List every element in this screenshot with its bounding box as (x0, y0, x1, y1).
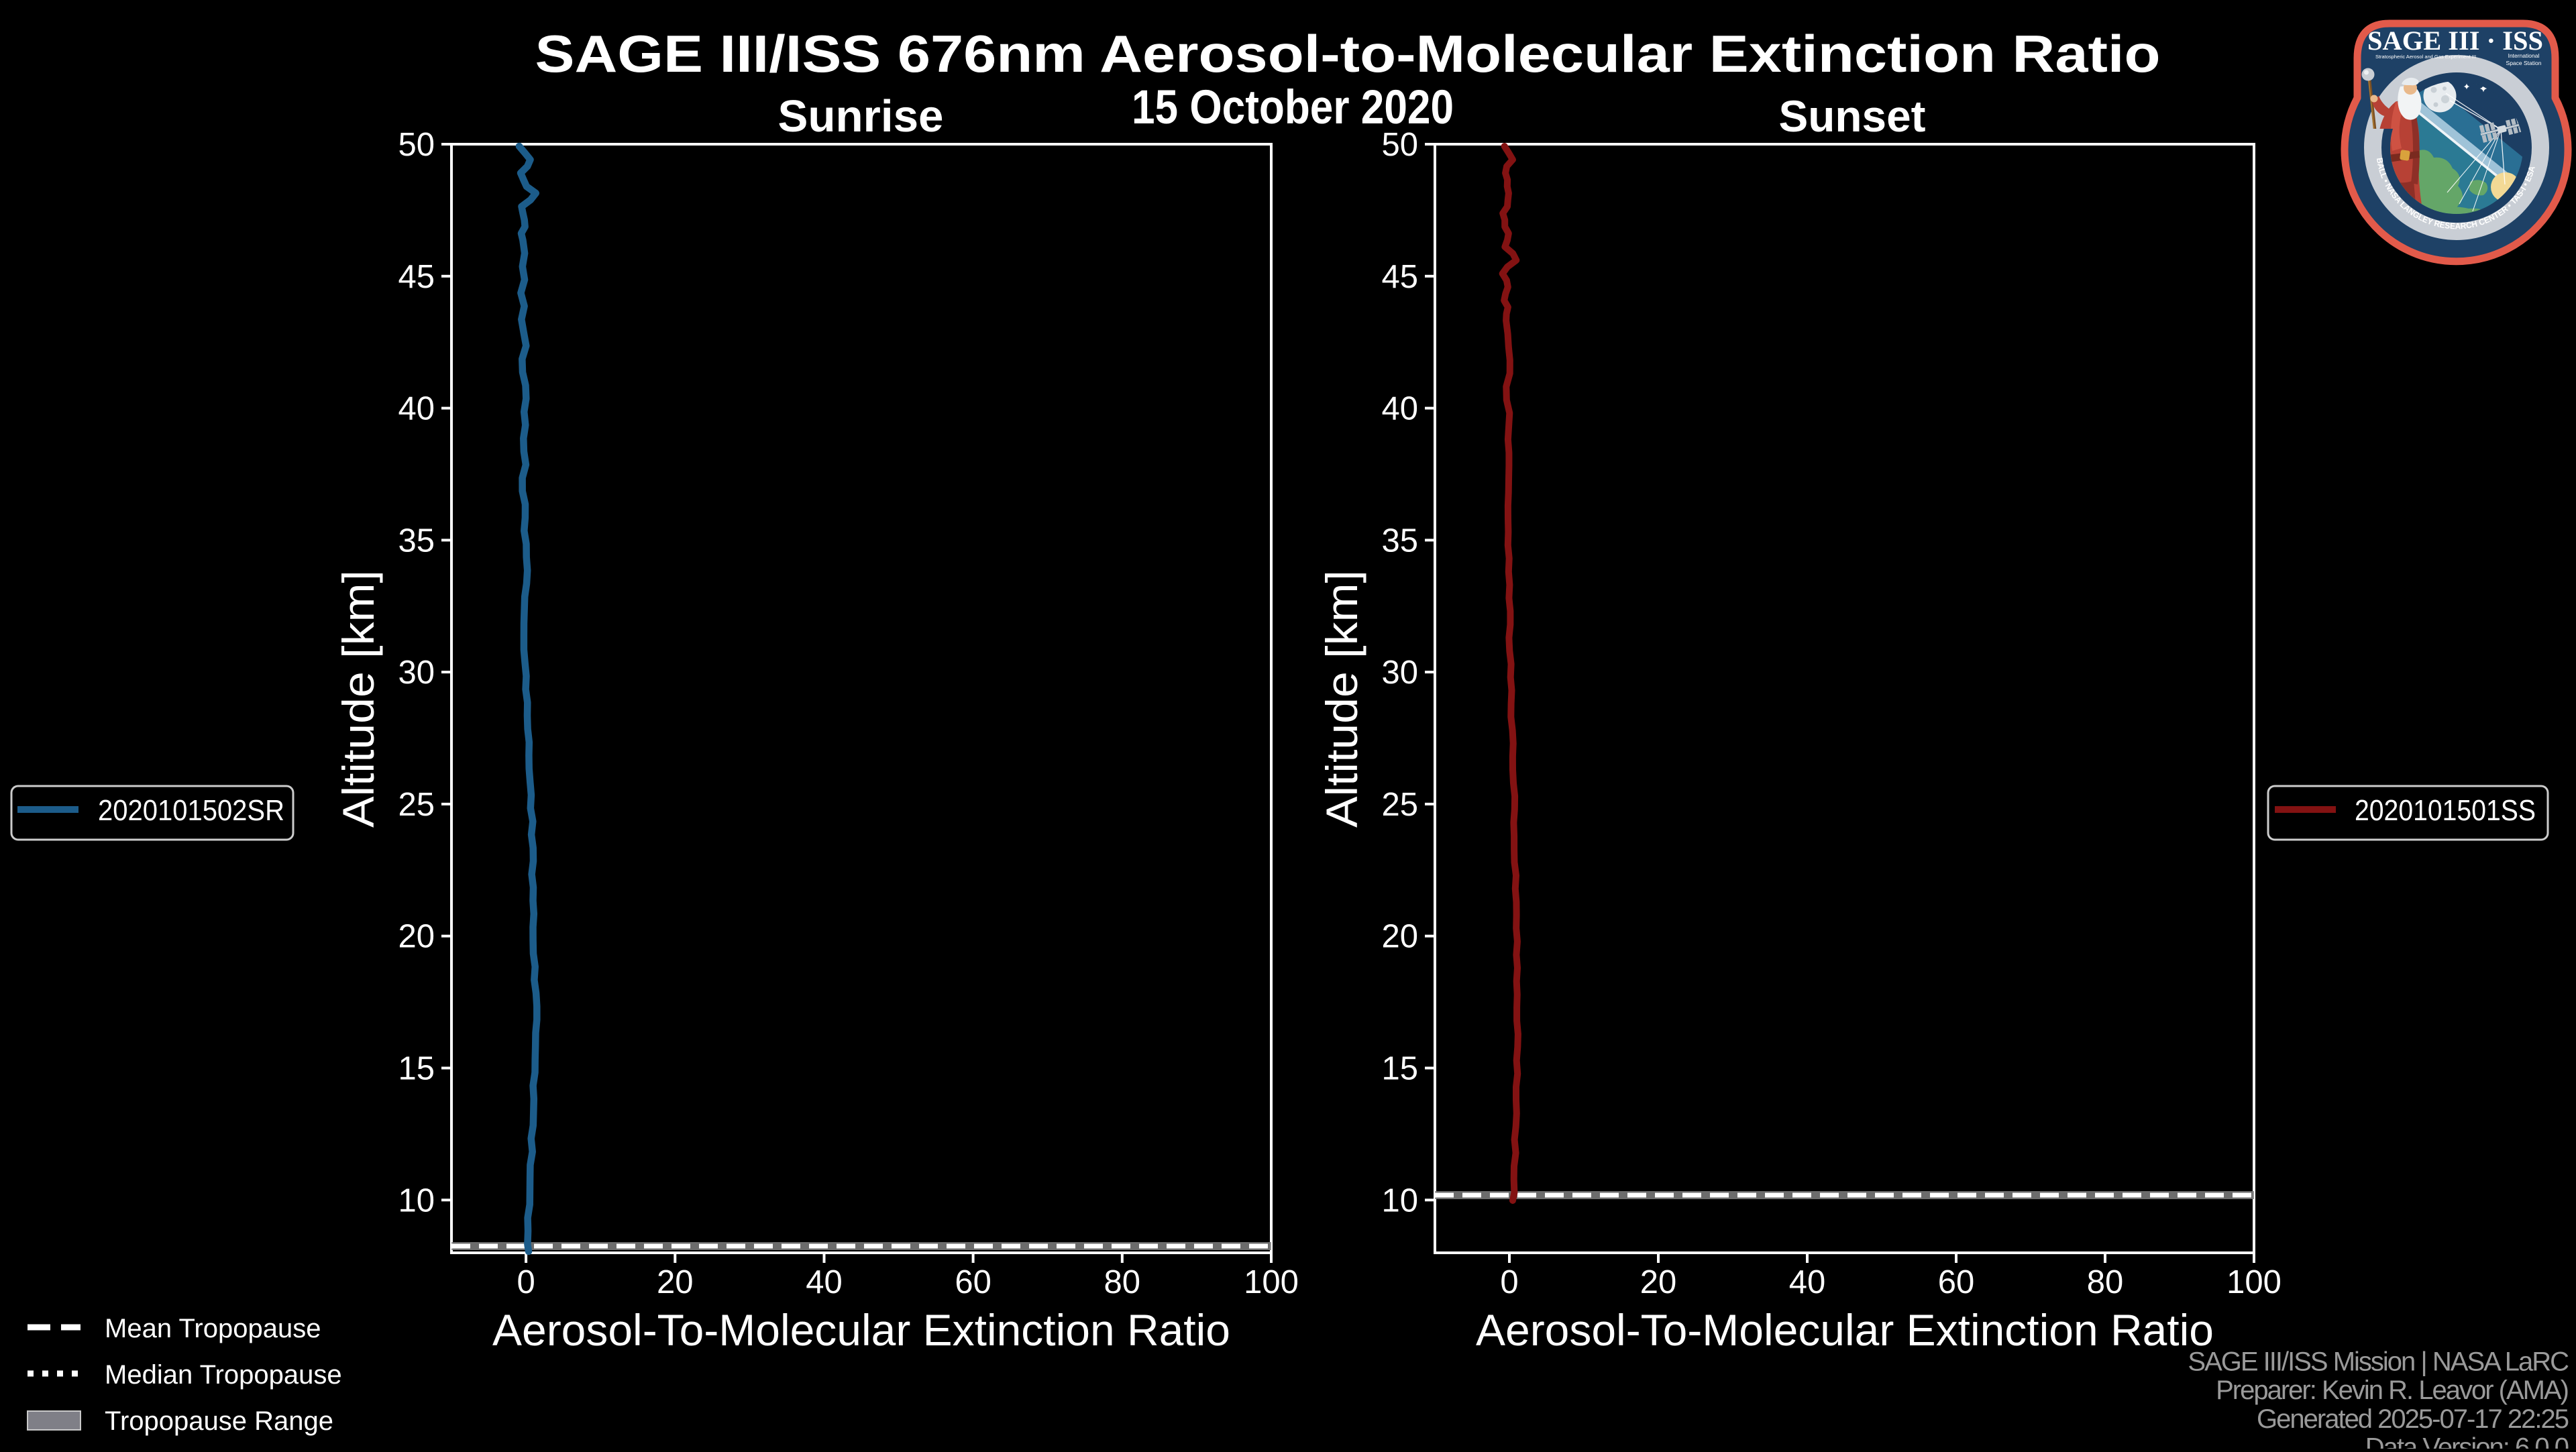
svg-text:100: 100 (2226, 1264, 2282, 1300)
svg-text:International: International (2508, 52, 2540, 59)
svg-text:Stratospheric Aerosol and Gas: Stratospheric Aerosol and Gas Experiment… (2375, 54, 2476, 60)
svg-text:Tropopause Range: Tropopause Range (105, 1406, 333, 1436)
svg-text:60: 60 (955, 1264, 991, 1300)
svg-text:2020101501SS: 2020101501SS (2355, 794, 2536, 827)
svg-text:SAGE III · ISS: SAGE III · ISS (2367, 25, 2543, 56)
svg-text:50: 50 (1381, 127, 1418, 163)
svg-text:Aerosol-To-Molecular Extinctio: Aerosol-To-Molecular Extinction Ratio (1476, 1305, 2214, 1355)
svg-text:10: 10 (398, 1182, 435, 1219)
svg-text:35: 35 (398, 522, 435, 559)
svg-text:60: 60 (1938, 1264, 1975, 1300)
svg-text:45: 45 (1381, 259, 1418, 295)
svg-text:40: 40 (1381, 391, 1418, 427)
svg-text:20: 20 (398, 919, 435, 955)
svg-text:20: 20 (1381, 919, 1418, 955)
svg-text:Median Tropopause: Median Tropopause (105, 1360, 342, 1390)
svg-text:Preparer: Kevin R. Leavor (AMA: Preparer: Kevin R. Leavor (AMA) (2216, 1376, 2568, 1405)
svg-text:Sunset: Sunset (1779, 91, 1926, 141)
svg-text:40: 40 (398, 391, 435, 427)
svg-text:Data Version: 6.0.0: Data Version: 6.0.0 (2365, 1433, 2569, 1449)
svg-text:Altitude [km]: Altitude [km] (333, 570, 383, 828)
svg-text:Altitude [km]: Altitude [km] (1317, 570, 1366, 828)
svg-text:15: 15 (1381, 1051, 1418, 1087)
svg-text:50: 50 (398, 127, 435, 163)
svg-text:Generated 2025-07-17 22:25: Generated 2025-07-17 22:25 (2257, 1404, 2569, 1434)
svg-text:0: 0 (1500, 1264, 1518, 1300)
svg-text:100: 100 (1244, 1264, 1299, 1300)
svg-text:30: 30 (398, 655, 435, 691)
svg-text:25: 25 (1381, 787, 1418, 823)
svg-text:10: 10 (1381, 1182, 1418, 1219)
svg-text:80: 80 (2087, 1264, 2124, 1300)
svg-text:25: 25 (398, 787, 435, 823)
svg-text:80: 80 (1104, 1264, 1141, 1300)
svg-text:20: 20 (1640, 1264, 1677, 1300)
svg-text:Sunrise: Sunrise (778, 91, 944, 142)
svg-text:15: 15 (398, 1051, 435, 1087)
svg-text:Aerosol-To-Molecular Extinctio: Aerosol-To-Molecular Extinction Ratio (492, 1305, 1230, 1355)
svg-text:SAGE III/ISS 676nm Aerosol-to-: SAGE III/ISS 676nm Aerosol-to-Molecular … (535, 24, 2161, 83)
svg-text:SAGE III/ISS Mission | NASA La: SAGE III/ISS Mission | NASA LaRC (2188, 1347, 2569, 1377)
svg-text:20: 20 (657, 1264, 694, 1300)
svg-text:0: 0 (517, 1264, 535, 1300)
svg-text:35: 35 (1381, 522, 1418, 559)
svg-text:30: 30 (1381, 655, 1418, 691)
svg-text:Mean Tropopause: Mean Tropopause (105, 1314, 321, 1343)
svg-text:40: 40 (1789, 1264, 1826, 1300)
svg-text:15 October 2020: 15 October 2020 (1132, 81, 1454, 134)
svg-text:2020101502SR: 2020101502SR (98, 794, 284, 827)
svg-text:45: 45 (398, 259, 435, 295)
svg-text:40: 40 (806, 1264, 843, 1300)
svg-text:Space Station: Space Station (2506, 60, 2542, 66)
